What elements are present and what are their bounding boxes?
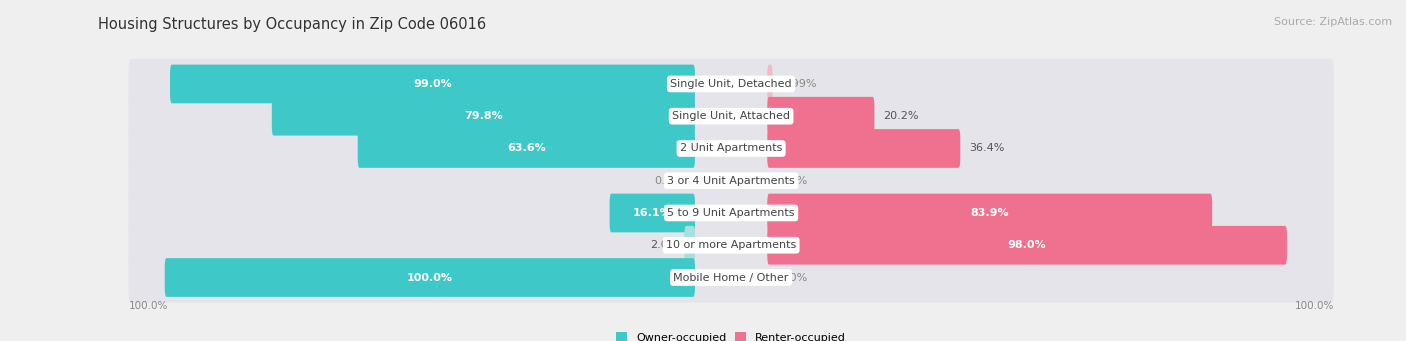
FancyBboxPatch shape: [165, 258, 695, 297]
Text: 0.99%: 0.99%: [782, 79, 817, 89]
FancyBboxPatch shape: [128, 155, 1334, 206]
Text: 83.9%: 83.9%: [970, 208, 1010, 218]
Text: 0.0%: 0.0%: [655, 176, 683, 186]
Text: 99.0%: 99.0%: [413, 79, 451, 89]
FancyBboxPatch shape: [768, 97, 875, 136]
Text: 100.0%: 100.0%: [128, 301, 167, 311]
Text: Single Unit, Attached: Single Unit, Attached: [672, 111, 790, 121]
Text: Housing Structures by Occupancy in Zip Code 06016: Housing Structures by Occupancy in Zip C…: [98, 17, 486, 32]
FancyBboxPatch shape: [128, 252, 1334, 303]
Text: 36.4%: 36.4%: [969, 144, 1005, 153]
Text: 2.0%: 2.0%: [650, 240, 678, 250]
Text: 98.0%: 98.0%: [1008, 240, 1046, 250]
Text: Single Unit, Detached: Single Unit, Detached: [671, 79, 792, 89]
FancyBboxPatch shape: [128, 188, 1334, 238]
Text: 0.0%: 0.0%: [779, 176, 807, 186]
FancyBboxPatch shape: [357, 129, 695, 168]
FancyBboxPatch shape: [768, 64, 772, 103]
Text: Mobile Home / Other: Mobile Home / Other: [673, 272, 789, 282]
FancyBboxPatch shape: [610, 194, 695, 232]
FancyBboxPatch shape: [768, 129, 960, 168]
Text: 79.8%: 79.8%: [464, 111, 503, 121]
Text: 10 or more Apartments: 10 or more Apartments: [666, 240, 796, 250]
FancyBboxPatch shape: [685, 226, 695, 265]
Text: 3 or 4 Unit Apartments: 3 or 4 Unit Apartments: [668, 176, 794, 186]
Text: 16.1%: 16.1%: [633, 208, 672, 218]
Text: 20.2%: 20.2%: [883, 111, 920, 121]
FancyBboxPatch shape: [271, 97, 695, 136]
FancyBboxPatch shape: [768, 194, 1212, 232]
FancyBboxPatch shape: [128, 59, 1334, 109]
Text: 63.6%: 63.6%: [508, 144, 546, 153]
FancyBboxPatch shape: [128, 123, 1334, 174]
FancyBboxPatch shape: [128, 220, 1334, 270]
Legend: Owner-occupied, Renter-occupied: Owner-occupied, Renter-occupied: [612, 328, 851, 341]
FancyBboxPatch shape: [768, 226, 1286, 265]
Text: 100.0%: 100.0%: [406, 272, 453, 282]
FancyBboxPatch shape: [128, 91, 1334, 142]
Text: 100.0%: 100.0%: [1295, 301, 1334, 311]
Text: 2 Unit Apartments: 2 Unit Apartments: [681, 144, 782, 153]
Text: 5 to 9 Unit Apartments: 5 to 9 Unit Apartments: [668, 208, 794, 218]
FancyBboxPatch shape: [170, 64, 695, 103]
Text: Source: ZipAtlas.com: Source: ZipAtlas.com: [1274, 17, 1392, 27]
Text: 0.0%: 0.0%: [779, 272, 807, 282]
